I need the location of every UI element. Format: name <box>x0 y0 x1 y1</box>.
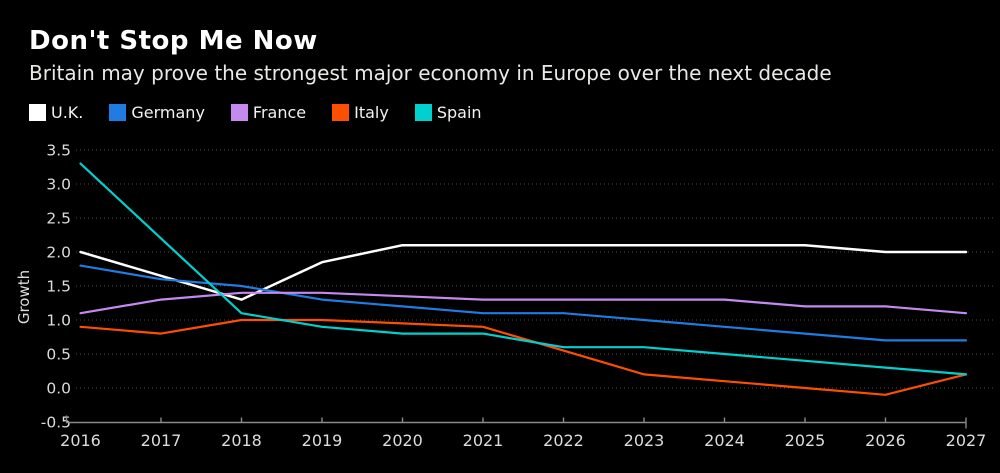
x-tick-label: 2016 <box>60 431 101 450</box>
legend-swatch-italy <box>332 104 350 121</box>
series-line-u-k <box>79 243 968 301</box>
y-tick-label: 3.5 <box>46 142 71 160</box>
x-tick-label: 2024 <box>704 431 745 450</box>
series-line-spain <box>79 162 968 376</box>
legend-item-u-k: U.K. <box>29 103 83 122</box>
x-tick-label: 2026 <box>865 431 906 450</box>
legend-item-spain: Spain <box>414 103 482 122</box>
x-tick-label: 2018 <box>221 431 262 450</box>
legend-label: France <box>252 103 307 122</box>
chart-title: Don't Stop Me Now <box>29 26 318 56</box>
y-tick-label: -0.5 <box>41 414 71 432</box>
y-tick-label: 0.0 <box>46 380 71 398</box>
legend-item-france: France <box>230 103 307 122</box>
x-tick-label: 2023 <box>624 431 665 450</box>
y-tick-label: 2.5 <box>46 210 71 228</box>
y-tick-label: 3.0 <box>46 176 71 194</box>
y-tick-label: 2.0 <box>46 244 71 262</box>
chart-legend: U.K. Germany France Italy Spain <box>29 103 482 122</box>
x-tick-label: 2027 <box>946 431 987 450</box>
y-tick-label: 0.5 <box>46 346 71 364</box>
legend-label: Spain <box>436 103 482 122</box>
y-axis-title: Growth <box>15 270 33 324</box>
x-tick-label: 2022 <box>543 431 584 450</box>
legend-swatch-spain <box>414 104 432 121</box>
x-tick-label: 2025 <box>785 431 826 450</box>
chart-subtitle: Britain may prove the strongest major ec… <box>29 61 832 85</box>
legend-swatch-france <box>230 104 248 121</box>
legend-label: Italy <box>354 103 389 122</box>
legend-swatch-u-k <box>29 104 46 121</box>
x-tick-label: 2021 <box>463 431 504 450</box>
x-tick-label: 2020 <box>382 431 423 450</box>
legend-item-germany: Germany <box>109 103 205 122</box>
series-line-germany <box>79 264 968 342</box>
y-tick-label: 1.5 <box>46 278 71 296</box>
series-line-italy <box>79 318 968 396</box>
legend-label: U.K. <box>51 103 84 122</box>
legend-item-italy: Italy <box>332 103 389 122</box>
series-line-france <box>79 291 968 315</box>
legend-swatch-germany <box>109 104 127 121</box>
x-tick-label: 2017 <box>141 431 182 450</box>
legend-label: Germany <box>131 103 205 122</box>
x-tick-label: 2019 <box>302 431 343 450</box>
y-tick-label: 1.0 <box>46 312 71 330</box>
